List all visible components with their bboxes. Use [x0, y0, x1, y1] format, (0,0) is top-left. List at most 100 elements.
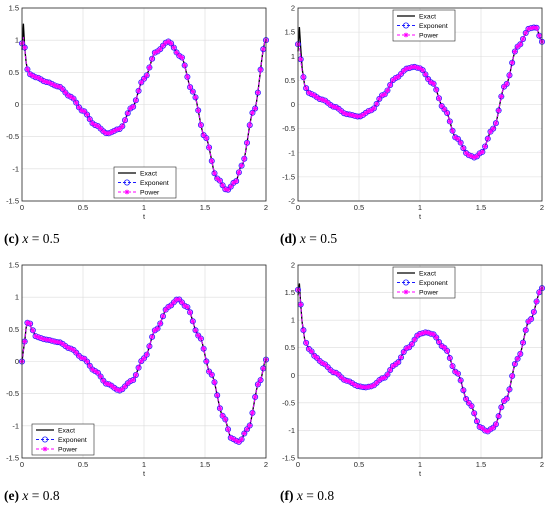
legend: Exact Exponent Power	[31, 423, 95, 456]
data-point-power	[82, 356, 87, 362]
data-point-power	[163, 307, 169, 313]
data-point-power	[520, 36, 526, 42]
data-point-power	[255, 382, 261, 387]
data-point-exponent	[408, 341, 415, 348]
data-point-power	[314, 94, 320, 100]
caption-variable: x	[299, 231, 306, 246]
data-point-power	[325, 100, 331, 106]
data-point-exponent	[146, 343, 153, 350]
data-point-exponent	[492, 421, 499, 428]
data-point-power	[212, 170, 217, 176]
data-point-power	[152, 327, 158, 333]
plot-frame	[21, 7, 267, 202]
data-point-power	[409, 341, 415, 347]
data-point-power	[320, 360, 325, 366]
data-point-power	[163, 40, 169, 46]
data-point-exponent	[225, 426, 232, 433]
data-point-power	[439, 103, 445, 109]
data-point-power	[100, 378, 106, 384]
data-point-power	[382, 91, 388, 97]
data-point-exponent	[484, 135, 491, 142]
data-point-power	[395, 359, 401, 365]
data-point-power	[306, 90, 312, 96]
data-point-power	[136, 365, 141, 371]
data-point-power	[106, 381, 112, 387]
legend: Exact Exponent Power	[392, 266, 456, 299]
data-point-exponent	[387, 82, 394, 89]
data-point-exponent	[520, 35, 527, 42]
data-point-power	[482, 428, 488, 433]
data-point-exponent	[498, 404, 505, 411]
data-point-power	[455, 371, 461, 376]
data-point-power	[368, 383, 374, 389]
x-tick-label: 1.5	[200, 460, 210, 469]
data-point-exponent	[149, 333, 156, 340]
data-point-power	[447, 119, 453, 124]
data-point-power	[136, 88, 141, 94]
y-tick-label: 1	[291, 316, 295, 325]
data-point-exponent	[449, 363, 456, 370]
data-point-power	[496, 108, 501, 113]
data-point-power	[171, 45, 177, 50]
data-point-exponent	[170, 44, 177, 51]
data-point-power	[528, 25, 534, 31]
data-point-power	[526, 26, 531, 32]
data-point-power	[366, 108, 371, 114]
data-point-power	[236, 169, 242, 175]
data-point-exponent	[197, 121, 204, 128]
data-point-exponent	[149, 55, 156, 62]
data-point-power	[309, 91, 314, 97]
caption-variable: x	[22, 488, 29, 503]
data-point-power	[515, 44, 520, 49]
data-point-exponent	[135, 364, 142, 371]
data-point-power	[317, 358, 323, 364]
data-point-power	[425, 330, 431, 336]
data-point-power	[433, 87, 439, 93]
data-point-exponent	[303, 85, 310, 92]
data-point-power	[328, 102, 333, 108]
data-point-power	[507, 387, 512, 392]
data-point-power	[187, 84, 193, 90]
data-point-power	[54, 83, 60, 89]
data-point-power	[119, 123, 125, 129]
data-point-power	[33, 333, 38, 339]
data-point-exponent	[257, 377, 264, 384]
data-point-power	[160, 313, 166, 319]
data-point-power	[187, 309, 193, 315]
data-point-power	[241, 156, 247, 162]
panel-caption-e: (e) x = 0.8	[4, 488, 60, 504]
caption-value: = 0.5	[305, 231, 338, 246]
data-point-power	[349, 112, 355, 118]
data-point-power	[73, 100, 79, 106]
data-point-power	[420, 330, 426, 336]
x-tick-label: 1.5	[476, 460, 486, 469]
data-point-power	[447, 355, 453, 361]
data-point-power	[498, 404, 504, 410]
data-point-power	[358, 384, 363, 389]
data-point-power	[366, 384, 371, 390]
data-point-power	[371, 105, 377, 111]
data-point-power	[471, 155, 477, 160]
data-point-power	[35, 75, 41, 81]
data-point-power	[393, 75, 398, 81]
data-point-exponent	[492, 120, 499, 127]
data-point-power	[87, 116, 93, 122]
data-point-power	[349, 380, 355, 386]
data-point-power	[423, 329, 428, 335]
data-point-power	[420, 67, 426, 73]
data-point-power	[166, 39, 171, 44]
data-point-exponent	[449, 127, 456, 134]
data-point-power	[374, 380, 379, 386]
data-point-power	[409, 64, 415, 70]
data-point-power	[404, 345, 409, 351]
data-point-power	[482, 144, 488, 149]
data-point-exponent	[433, 334, 440, 341]
data-point-power	[133, 97, 139, 103]
data-point-power	[239, 437, 244, 442]
data-point-exponent	[533, 298, 540, 305]
data-point-exponent	[373, 100, 380, 107]
data-point-power	[322, 361, 328, 367]
legend-marker	[124, 179, 131, 186]
data-point-power	[252, 106, 258, 111]
data-point-exponent	[211, 170, 218, 177]
